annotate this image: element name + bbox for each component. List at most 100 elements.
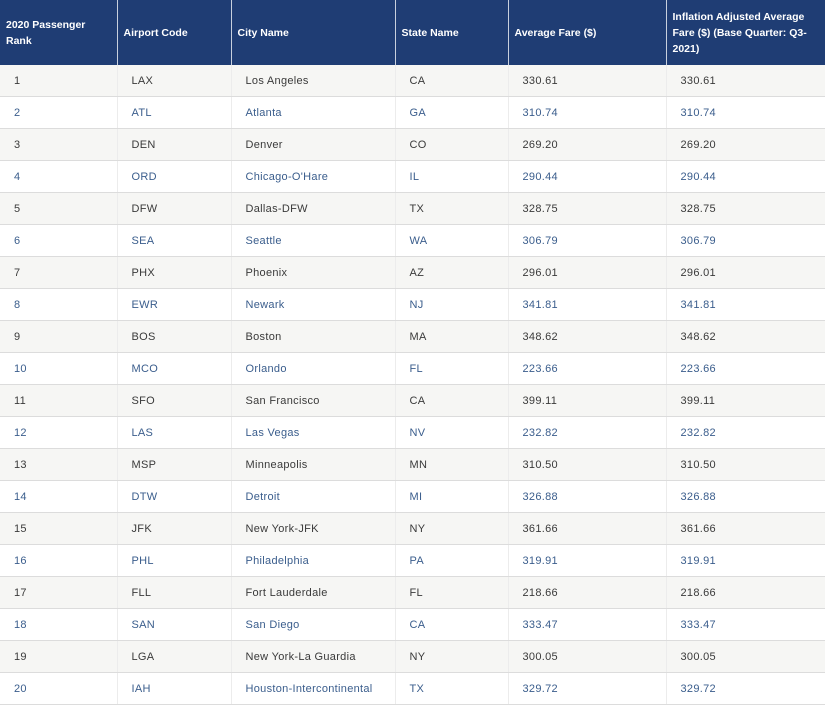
table-cell: EWR (117, 288, 232, 321)
table-cell: 14 (0, 480, 118, 513)
table-cell: 15 (0, 512, 118, 545)
table-cell: MN (395, 448, 509, 481)
table-cell: 361.66 (508, 512, 667, 545)
table-header: 2020 Passenger Rank Airport Code City Name… (0, 0, 825, 65)
table-cell: 330.61 (666, 65, 825, 97)
table-cell: 300.05 (508, 640, 667, 673)
table-cell: Los Angeles (231, 65, 396, 97)
table-row: 4 ORD Chicago-O'Hare IL 290.44 290.44 (0, 160, 825, 193)
table-row: 8 EWR Newark NJ 341.81 341.81 (0, 288, 825, 321)
table-cell: 232.82 (666, 416, 825, 449)
table-cell: 306.79 (508, 224, 667, 257)
table-cell: New York-La Guardia (231, 640, 396, 673)
table-cell: 326.88 (508, 480, 667, 513)
column-header: Inflation Adjusted Average Fare ($) (Bas… (666, 0, 825, 65)
table-cell: 300.05 (666, 640, 825, 673)
table-cell: 19 (0, 640, 118, 673)
table-cell: GA (395, 96, 509, 129)
table-cell: 306.79 (666, 224, 825, 257)
table-cell: PHX (117, 256, 232, 289)
table-body: 1 LAX Los Angeles CA 330.61 330.61 2 ATL Atlanta… (0, 65, 825, 705)
table-cell: 361.66 (666, 512, 825, 545)
table-cell: NV (395, 416, 509, 449)
table-cell: 218.66 (508, 576, 667, 609)
table-cell: 348.62 (508, 320, 667, 353)
table-cell: San Diego (231, 608, 396, 641)
table-cell: LGA (117, 640, 232, 673)
table-row: 16 PHL Philadelphia PA 319.91 319.91 (0, 544, 825, 577)
table-row: 6 SEA Seattle WA 306.79 306.79 (0, 224, 825, 257)
table-cell: NY (395, 640, 509, 673)
table-cell: 2 (0, 96, 118, 129)
table-cell: FL (395, 352, 509, 385)
table-cell: BOS (117, 320, 232, 353)
table-cell: IAH (117, 672, 232, 705)
table-cell: 17 (0, 576, 118, 609)
table-cell: 310.74 (508, 96, 667, 129)
table-cell: 348.62 (666, 320, 825, 353)
header-row: 2020 Passenger Rank Airport Code City Name… (0, 0, 825, 65)
table-cell: 223.66 (666, 352, 825, 385)
table-cell: Fort Lauderdale (231, 576, 396, 609)
table-row: 1 LAX Los Angeles CA 330.61 330.61 (0, 65, 825, 97)
table-cell: Philadelphia (231, 544, 396, 577)
table-cell: 20 (0, 672, 118, 705)
table-cell: AZ (395, 256, 509, 289)
table-cell: 7 (0, 256, 118, 289)
table-cell: 269.20 (666, 128, 825, 161)
table-cell: TX (395, 192, 509, 225)
table-cell: 399.11 (666, 384, 825, 417)
table-cell: 329.72 (666, 672, 825, 705)
table-cell: CA (395, 608, 509, 641)
table-cell: PHL (117, 544, 232, 577)
column-header: Average Fare ($) (508, 0, 667, 65)
table-cell: 18 (0, 608, 118, 641)
table-cell: FL (395, 576, 509, 609)
table-cell: 333.47 (666, 608, 825, 641)
table-cell: LAX (117, 65, 232, 97)
table-cell: TX (395, 672, 509, 705)
table-cell: 341.81 (666, 288, 825, 321)
table-row: 13 MSP Minneapolis MN 310.50 310.50 (0, 448, 825, 481)
table-cell: 16 (0, 544, 118, 577)
column-header: City Name (231, 0, 396, 65)
table-cell: Minneapolis (231, 448, 396, 481)
table-cell: CA (395, 384, 509, 417)
table-cell: 328.75 (666, 192, 825, 225)
table-cell: NJ (395, 288, 509, 321)
table-cell: 13 (0, 448, 118, 481)
table-cell: 11 (0, 384, 118, 417)
table-row: 19 LGA New York-La Guardia NY 300.05 300.05 (0, 640, 825, 673)
table-row: 20 IAH Houston-Intercontinental TX 329.72 329… (0, 672, 825, 705)
table-cell: 319.91 (508, 544, 667, 577)
table-cell: 8 (0, 288, 118, 321)
table-cell: PA (395, 544, 509, 577)
table-cell: 310.50 (508, 448, 667, 481)
table-cell: 290.44 (508, 160, 667, 193)
table-cell: Chicago-O'Hare (231, 160, 396, 193)
table-cell: Houston-Intercontinental (231, 672, 396, 705)
table-cell: MA (395, 320, 509, 353)
table-cell: 4 (0, 160, 118, 193)
table-cell: 333.47 (508, 608, 667, 641)
table-cell: 290.44 (666, 160, 825, 193)
table-cell: SAN (117, 608, 232, 641)
table-row: 7 PHX Phoenix AZ 296.01 296.01 (0, 256, 825, 289)
table-cell: FLL (117, 576, 232, 609)
table-cell: Boston (231, 320, 396, 353)
table-cell: New York-JFK (231, 512, 396, 545)
table-cell: 329.72 (508, 672, 667, 705)
table-cell: 399.11 (508, 384, 667, 417)
table-cell: Las Vegas (231, 416, 396, 449)
table-cell: Phoenix (231, 256, 396, 289)
table-row: 3 DEN Denver CO 269.20 269.20 (0, 128, 825, 161)
table-cell: 319.91 (666, 544, 825, 577)
table-cell: Denver (231, 128, 396, 161)
table-cell: JFK (117, 512, 232, 545)
table-cell: ATL (117, 96, 232, 129)
table-cell: 326.88 (666, 480, 825, 513)
table-cell: Atlanta (231, 96, 396, 129)
column-header: 2020 Passenger Rank (0, 0, 118, 65)
table-row: 2 ATL Atlanta GA 310.74 310.74 (0, 96, 825, 129)
